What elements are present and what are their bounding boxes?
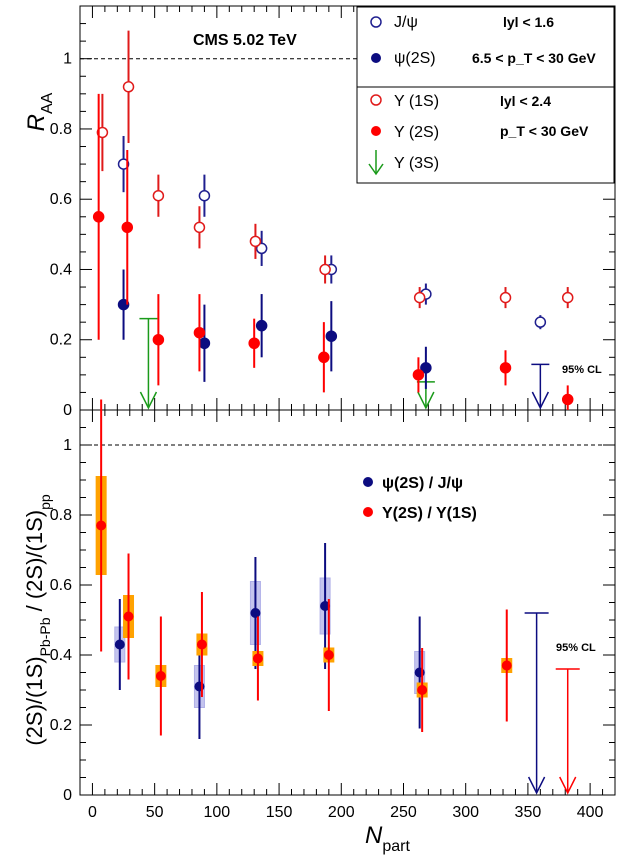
bottom-y-axis-label: (2S)/(1S)Pb-Pb / (2S)/(1S)pp xyxy=(22,494,53,746)
data-point xyxy=(194,681,205,692)
data-point xyxy=(561,393,574,406)
data-point xyxy=(318,351,330,364)
legend-y1s-marker xyxy=(370,94,382,106)
y-tick-label: 0.2 xyxy=(50,717,72,734)
y-tick-label: 0 xyxy=(63,787,72,804)
x-tick-label: 0 xyxy=(88,804,97,821)
bottom-panel-frame xyxy=(79,409,616,796)
data-point xyxy=(193,326,206,339)
data-point xyxy=(152,189,165,202)
data-point xyxy=(198,189,211,202)
data-point xyxy=(255,242,268,255)
legend-y2s-label: Υ (2S) xyxy=(394,124,439,141)
data-point xyxy=(152,333,165,346)
data-point xyxy=(114,639,125,650)
x-tick-label: 400 xyxy=(577,804,604,821)
y-tick-label: 0.8 xyxy=(50,121,72,138)
data-point xyxy=(252,653,263,664)
data-point xyxy=(92,211,105,223)
legend-psi-rapidity-cut: lyl < 1.6 xyxy=(503,14,554,30)
upper-limit-arrow-head xyxy=(531,391,550,410)
x-tick-label: 100 xyxy=(204,804,231,821)
legend-upsilon-ratio-marker xyxy=(363,507,373,517)
data-point xyxy=(323,650,334,660)
data-point xyxy=(412,369,425,381)
x-tick-label: 300 xyxy=(452,804,479,821)
x-tick-label: 150 xyxy=(266,804,293,821)
y-tick-label: 1 xyxy=(63,437,72,454)
legend-upsilon-rapidity-cut: lyl < 2.4 xyxy=(500,93,551,109)
data-point xyxy=(325,330,338,342)
legend-psi2s-label: ψ(2S) xyxy=(394,50,436,67)
top-legend xyxy=(356,6,615,184)
data-point xyxy=(501,660,512,671)
y-tick-label: 0.6 xyxy=(50,577,72,594)
legend-psi2s-marker xyxy=(371,53,381,63)
data-point xyxy=(117,158,130,170)
y-tick-label: 0 xyxy=(63,402,72,419)
energy-annotation: CMS 5.02 TeV xyxy=(193,32,297,49)
legend-psi-ratio-marker xyxy=(363,477,373,487)
bottom-cl-label: 95% CL xyxy=(556,642,596,654)
y-tick-label: 0.2 xyxy=(50,332,72,349)
data-point xyxy=(534,316,547,328)
upper-limit-arrow-head xyxy=(139,391,158,410)
x-tick-label: 200 xyxy=(328,804,355,821)
y-tick-label: 1 xyxy=(63,51,72,68)
data-point xyxy=(122,81,135,93)
data-point xyxy=(320,601,331,611)
data-point xyxy=(413,291,426,304)
data-point xyxy=(121,221,134,234)
bottom-panel-marks xyxy=(95,399,580,795)
x-tick-label: 350 xyxy=(515,804,542,821)
legend-psi-pt-cut: 6.5 < p_T < 30 GeV xyxy=(472,50,596,66)
x-axis-label: Npart xyxy=(365,822,410,855)
legend-y3s-label: Υ (3S) xyxy=(394,155,439,172)
legend-psi-ratio-label: ψ(2S) / J/ψ xyxy=(382,475,463,492)
data-point xyxy=(414,667,425,678)
legend-y3s-marker xyxy=(368,150,384,176)
upper-limit-arrow-head xyxy=(559,776,577,795)
data-point xyxy=(248,337,260,350)
legend-y1s-label: Υ (1S) xyxy=(394,93,439,110)
legend-jpsi-marker xyxy=(370,16,382,28)
legend-jpsi-label: J/ψ xyxy=(394,14,418,31)
y-tick-label: 0.8 xyxy=(50,507,72,524)
y-tick-label: 0.4 xyxy=(50,261,72,278)
upper-limit-arrow-head xyxy=(527,776,546,795)
data-point xyxy=(255,319,268,332)
legend-upsilon-pt-cut: p_T < 30 GeV xyxy=(500,123,589,139)
y-tick-label: 0.6 xyxy=(50,191,72,208)
top-panel-marks xyxy=(92,30,574,410)
data-point xyxy=(249,235,262,248)
data-point xyxy=(250,608,261,618)
bottom-y-axis: 0 0.2 0.4 0.6 0.8 1 xyxy=(50,427,615,804)
x-axis: 0 50 100 150 200 250 300 350 400 xyxy=(88,6,604,821)
data-point xyxy=(96,520,107,531)
top-y-axis: 0 0.2 0.4 0.6 0.8 1 xyxy=(50,23,615,419)
data-point xyxy=(319,263,331,276)
data-point xyxy=(198,337,211,350)
data-point xyxy=(561,291,574,304)
x-tick-label: 250 xyxy=(390,804,417,821)
data-point xyxy=(417,685,428,695)
data-point xyxy=(123,611,134,622)
upper-limit-arrow-head xyxy=(417,391,435,410)
data-point xyxy=(155,671,166,681)
data-point xyxy=(96,126,109,139)
data-point xyxy=(193,221,206,234)
data-point xyxy=(499,291,512,304)
data-point xyxy=(117,298,130,311)
data-point xyxy=(196,639,207,650)
legend-upsilon-ratio-label: Υ(2S) / Υ(1S) xyxy=(382,505,477,522)
x-tick-label: 50 xyxy=(146,804,164,821)
data-point xyxy=(420,362,432,374)
data-point xyxy=(499,362,512,374)
y-tick-label: 0.4 xyxy=(50,647,72,664)
legend-y2s-marker xyxy=(371,126,381,136)
top-cl-label: 95% CL xyxy=(562,364,602,376)
